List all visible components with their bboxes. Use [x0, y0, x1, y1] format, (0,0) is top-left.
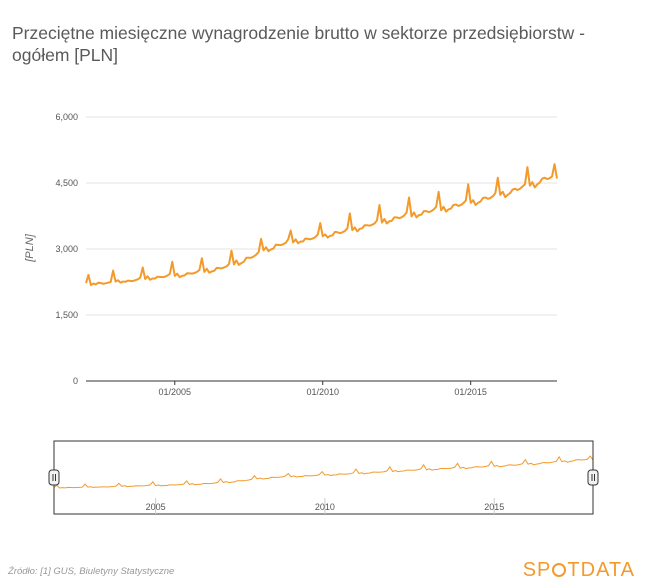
chart-title: Przeciętne miesięczne wynagrodzenie brut… [12, 23, 585, 65]
logo-o-icon [552, 563, 567, 577]
y-axis-label: [PLN] [24, 233, 36, 262]
x-tick-labels: 01/2005 01/2010 01/2015 [159, 381, 487, 397]
y-tick-label: 0 [73, 376, 78, 386]
x-tick-label: 01/2015 [454, 387, 487, 397]
x-tick-label: 01/2005 [159, 387, 192, 397]
x-tick-label: 01/2010 [306, 387, 339, 397]
y-tick-label: 3,000 [55, 244, 78, 254]
y-tick-label: 1,500 [55, 310, 78, 320]
source-note: Źródło: [1] GUS, Biuletyny Statystyczne [8, 566, 175, 577]
y-tick-labels: 0 1,500 3,000 4,500 6,000 [55, 112, 78, 386]
y-tick-label: 6,000 [55, 112, 78, 122]
y-tick-label: 4,500 [55, 178, 78, 188]
series-line [85, 163, 558, 287]
gridlines [86, 116, 557, 316]
spotdata-logo: SP TDATA [522, 559, 635, 581]
